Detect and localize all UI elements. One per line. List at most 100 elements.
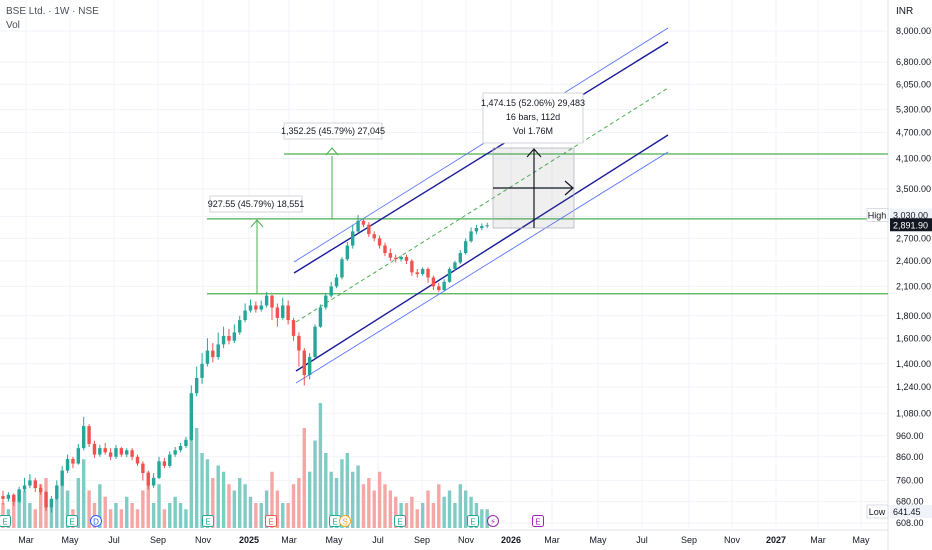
candle-body <box>372 234 376 239</box>
candle-body <box>28 480 32 486</box>
volume-bar <box>318 403 323 528</box>
y-tick-label: 680.00 <box>896 497 924 507</box>
x-tick-label: Sep <box>150 535 166 545</box>
candle-body <box>334 277 339 287</box>
candle-body <box>141 463 145 474</box>
event-marker <box>0 515 11 527</box>
candlesticks <box>1 215 489 513</box>
volume-bar <box>33 509 37 528</box>
candle-body <box>399 256 403 260</box>
volume-bar <box>334 478 339 528</box>
candle-body <box>485 225 489 227</box>
x-tick-label: Nov <box>195 535 212 545</box>
candle-body <box>377 238 382 246</box>
volume-bar <box>480 509 484 528</box>
candle-body <box>98 448 102 455</box>
volume-bar <box>22 490 27 528</box>
event-marker <box>467 515 479 527</box>
event-marker <box>202 515 214 527</box>
volume-bar <box>345 453 350 528</box>
range-info-line: Vol 1.76M <box>513 126 553 136</box>
event-marker-letter: E <box>332 518 337 527</box>
candle-body <box>329 286 333 296</box>
currency-label[interactable]: INR <box>896 6 914 17</box>
candle-body <box>340 259 344 278</box>
candle-body <box>383 245 387 254</box>
volume-bar <box>394 496 398 528</box>
x-tick-label: 2026 <box>501 535 521 545</box>
volume-bar <box>227 484 231 528</box>
x-tick-label: Mar <box>281 535 297 545</box>
volume-bar <box>135 509 140 528</box>
candle-body <box>6 494 11 499</box>
symbol-title[interactable]: BSE Ltd. · 1W · NSE <box>6 6 99 17</box>
candle-body <box>297 335 301 351</box>
event-marker-letter: E <box>397 518 402 527</box>
candle-body <box>286 305 290 321</box>
event-marker-letter: E <box>470 518 475 527</box>
low-value-box <box>890 505 932 518</box>
candle-body <box>211 350 215 358</box>
y-tick-label: 2,700.00 <box>896 233 931 243</box>
volume-bar <box>420 503 425 528</box>
candle-body <box>76 448 81 464</box>
volume-bar <box>130 503 134 528</box>
chart-header: BSE Ltd. · 1W · NSE Vol <box>6 5 99 33</box>
candle-body <box>216 344 220 358</box>
y-tick-label: 608.00 <box>896 518 924 528</box>
candle-body <box>453 262 457 269</box>
y-tick-label: 5,300.00 <box>896 105 931 115</box>
channel-outer-upper <box>293 27 669 263</box>
volume-bar <box>356 465 360 528</box>
low-label-box <box>866 504 889 519</box>
volume-bar <box>184 509 188 528</box>
volume-bar <box>291 484 296 528</box>
candle-body <box>264 295 269 306</box>
volume-bar <box>232 490 237 528</box>
volume-bar <box>410 496 414 528</box>
event-marker <box>487 515 499 527</box>
candle-body <box>178 446 183 451</box>
volume-bar <box>351 471 355 528</box>
y-tick-label: 1,240.00 <box>896 382 931 392</box>
x-tick-label: Nov <box>724 535 741 545</box>
y-tick-label: 6,050.00 <box>896 79 931 89</box>
x-tick-label: May <box>589 535 607 545</box>
candle-body <box>151 477 156 486</box>
y-tick-label: 4,700.00 <box>896 128 931 138</box>
y-tick-label: 4,100.00 <box>896 154 931 164</box>
volume-bars <box>1 403 489 528</box>
y-tick-label: 3,500.00 <box>896 184 931 194</box>
x-tick-label: Mar <box>544 535 560 545</box>
volume-bar <box>38 484 43 528</box>
volume-bar <box>243 484 247 528</box>
y-tick-label: 960.00 <box>896 431 924 441</box>
volume-bar <box>275 490 280 528</box>
candle-body <box>71 459 75 464</box>
candle-body <box>60 470 64 486</box>
candle-body <box>49 498 54 508</box>
candle-body <box>447 268 452 282</box>
candle-body <box>281 305 285 318</box>
candle-body <box>189 393 193 440</box>
volume-bar <box>426 490 430 528</box>
candle-body <box>44 492 48 508</box>
range-h-head <box>564 180 574 196</box>
volume-bar <box>372 490 376 528</box>
y-tick-label: 8,000.00 <box>896 26 931 36</box>
x-tick-label: Sep <box>414 535 430 545</box>
range-v-head <box>526 148 542 158</box>
candle-body <box>270 295 274 308</box>
candle-body <box>108 452 113 457</box>
volume-bar <box>259 503 263 528</box>
candle-body <box>135 456 140 464</box>
x-tick-label: May <box>61 535 79 545</box>
candle-body <box>87 426 91 444</box>
x-tick-label: Jul <box>108 535 120 545</box>
volume-bar <box>248 496 253 528</box>
candle-body <box>480 226 484 229</box>
volume-bar <box>302 428 306 528</box>
event-marker <box>394 515 406 527</box>
volume-bar <box>307 471 312 528</box>
